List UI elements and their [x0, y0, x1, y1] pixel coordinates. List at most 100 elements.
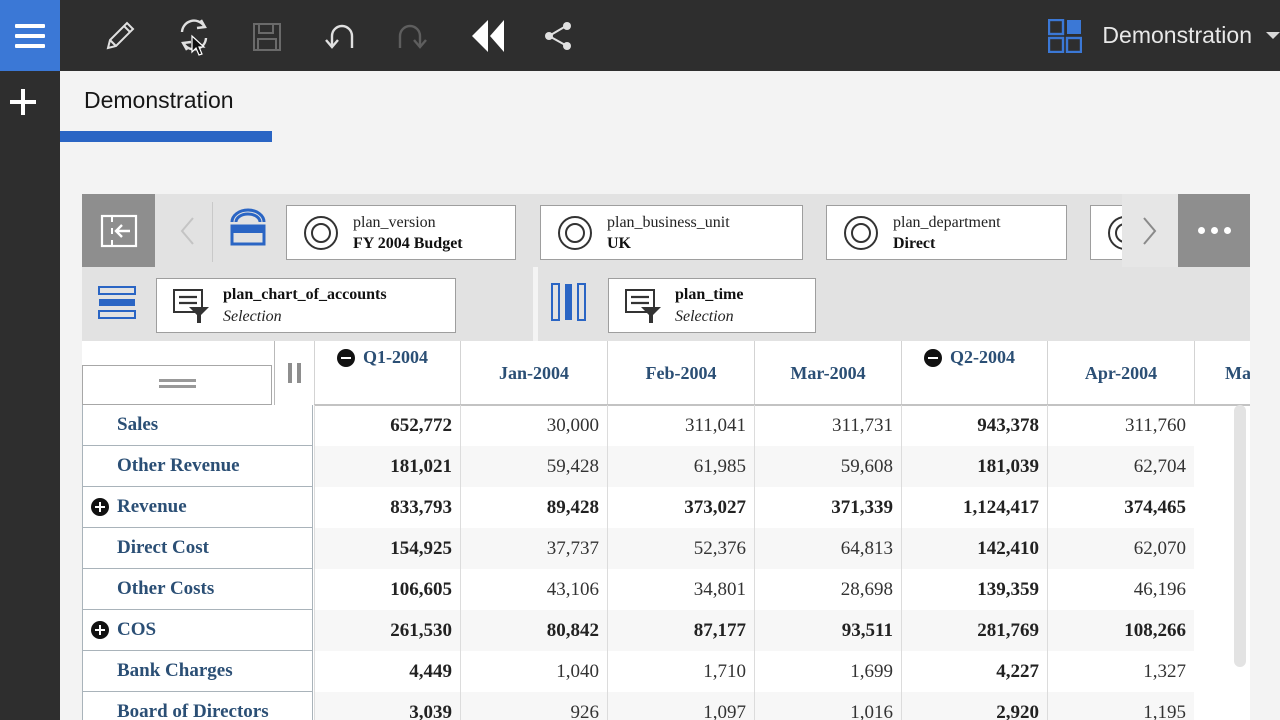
table-cell[interactable]: 46,196 [1047, 569, 1194, 610]
page-tab-title[interactable]: Demonstration [84, 87, 234, 113]
table-cell[interactable]: 1,327 [1047, 651, 1194, 692]
table-cell[interactable]: 89,428 [460, 487, 607, 528]
column-header-q2[interactable]: Q2-2004 [901, 341, 1047, 405]
filter-chip-plan-department[interactable]: plan_department Direct [826, 205, 1067, 260]
rewind-icon[interactable] [466, 14, 510, 58]
table-cell[interactable]: 43,106 [460, 569, 607, 610]
collapse-icon[interactable] [924, 349, 942, 367]
table-cell[interactable]: 1,195 [1047, 692, 1194, 720]
row-header[interactable]: Other Costs [82, 569, 313, 610]
column-header-mar[interactable]: Mar-2004 [754, 341, 901, 405]
table-cell[interactable]: 371,339 [754, 487, 901, 528]
table-cell[interactable]: 139,359 [901, 569, 1047, 610]
table-cell[interactable]: 1,699 [754, 651, 901, 692]
row-header[interactable]: Other Revenue [82, 446, 313, 487]
table-cell[interactable]: 80,842 [460, 610, 607, 651]
column-header-apr[interactable]: Apr-2004 [1047, 341, 1194, 405]
table-cell[interactable]: 108,266 [1047, 610, 1194, 651]
rows-dimension-value: Selection [223, 307, 282, 325]
add-icon[interactable] [8, 87, 38, 117]
row-header-corner[interactable] [82, 365, 272, 405]
column-header-label: Q2-2004 [950, 347, 1015, 367]
table-cell[interactable]: 311,041 [607, 405, 754, 446]
hamburger-menu-button[interactable] [0, 0, 60, 71]
table-cell[interactable]: 52,376 [607, 528, 754, 569]
save-icon[interactable] [244, 14, 288, 58]
filter-chip-plan-version[interactable]: plan_version FY 2004 Budget [286, 205, 516, 260]
column-header-jan[interactable]: Jan-2004 [460, 341, 607, 405]
more-options-button[interactable] [1178, 194, 1250, 267]
table-row: Other Revenue 181,021 59,428 61,985 59,608 18… [82, 446, 1250, 487]
table-cell[interactable]: 3,039 [314, 692, 460, 720]
row-header[interactable]: Direct Cost [82, 528, 313, 569]
table-cell[interactable]: 833,793 [314, 487, 460, 528]
column-header-feb[interactable]: Feb-2004 [607, 341, 754, 405]
table-cell[interactable]: 28,698 [754, 569, 901, 610]
table-cell[interactable]: 1,040 [460, 651, 607, 692]
table-cell[interactable]: 4,227 [901, 651, 1047, 692]
collapse-icon[interactable] [337, 349, 355, 367]
row-header[interactable]: COS [82, 610, 313, 651]
table-cell[interactable]: 311,760 [1047, 405, 1194, 446]
expand-icon[interactable] [91, 498, 109, 516]
row-header[interactable]: Sales [82, 405, 313, 446]
columns-dimension-chip[interactable]: plan_time Selection [608, 278, 816, 333]
filters-previous-button[interactable] [164, 194, 210, 267]
table-cell[interactable]: 1,097 [607, 692, 754, 720]
table-cell[interactable]: 281,769 [901, 610, 1047, 651]
table-cell[interactable]: 154,925 [314, 528, 460, 569]
expand-icon[interactable] [91, 621, 109, 639]
dimension-stack-icon[interactable] [228, 208, 268, 248]
view-switcher[interactable]: Demonstration [1048, 0, 1280, 71]
table-cell[interactable]: 34,801 [607, 569, 754, 610]
collapse-panel-button[interactable] [82, 194, 155, 267]
table-cell[interactable]: 142,410 [901, 528, 1047, 569]
redo-icon[interactable] [390, 14, 434, 58]
table-cell[interactable]: 37,737 [460, 528, 607, 569]
filter-value: Direct [893, 234, 936, 252]
column-header-q1[interactable]: Q1-2004 [314, 341, 460, 405]
share-icon[interactable] [536, 14, 580, 58]
table-cell[interactable]: 62,070 [1047, 528, 1194, 569]
table-cell[interactable]: 62,704 [1047, 446, 1194, 487]
row-header[interactable]: Bank Charges [82, 651, 313, 692]
table-cell[interactable]: 374,465 [1047, 487, 1194, 528]
table-row: Bank Charges 4,449 1,040 1,710 1,699 4,227 1,3… [82, 651, 1250, 692]
pencil-icon[interactable] [98, 14, 142, 58]
table-cell[interactable]: 181,021 [314, 446, 460, 487]
table-cell[interactable]: 93,511 [754, 610, 901, 651]
row-header-label: Board of Directors [117, 701, 269, 720]
table-cell[interactable]: 373,027 [607, 487, 754, 528]
column-header-may[interactable]: Ma [1194, 341, 1250, 405]
table-cell[interactable]: 2,920 [901, 692, 1047, 720]
table-cell[interactable]: 1,124,417 [901, 487, 1047, 528]
filter-name: plan_business_unit [607, 213, 730, 231]
row-header[interactable]: Board of Directors [82, 692, 313, 720]
row-header-label: Other Costs [117, 578, 215, 599]
table-cell[interactable]: 311,731 [754, 405, 901, 446]
row-header[interactable]: Revenue [82, 487, 313, 528]
undo-icon[interactable] [318, 14, 362, 58]
table-cell[interactable]: 926 [460, 692, 607, 720]
vertical-scrollbar[interactable] [1234, 405, 1246, 667]
table-cell[interactable]: 59,428 [460, 446, 607, 487]
freeze-columns-button[interactable] [274, 341, 314, 405]
table-cell[interactable]: 64,813 [754, 528, 901, 569]
table-cell[interactable]: 1,016 [754, 692, 901, 720]
table-cell[interactable]: 61,985 [607, 446, 754, 487]
table-cell[interactable]: 261,530 [314, 610, 460, 651]
filters-next-button[interactable] [1122, 194, 1178, 267]
table-cell[interactable]: 943,378 [901, 405, 1047, 446]
active-tab-indicator [60, 131, 272, 142]
table-cell[interactable]: 59,608 [754, 446, 901, 487]
rows-dimension-chip[interactable]: plan_chart_of_accounts Selection [156, 278, 456, 333]
table-cell[interactable]: 30,000 [460, 405, 607, 446]
table-cell[interactable]: 1,710 [607, 651, 754, 692]
filter-chip-plan-business-unit[interactable]: plan_business_unit UK [540, 205, 803, 260]
table-cell[interactable]: 652,772 [314, 405, 460, 446]
table-cell[interactable]: 106,605 [314, 569, 460, 610]
table-cell[interactable]: 4,449 [314, 651, 460, 692]
refresh-icon[interactable] [172, 14, 216, 58]
table-cell[interactable]: 87,177 [607, 610, 754, 651]
table-cell[interactable]: 181,039 [901, 446, 1047, 487]
